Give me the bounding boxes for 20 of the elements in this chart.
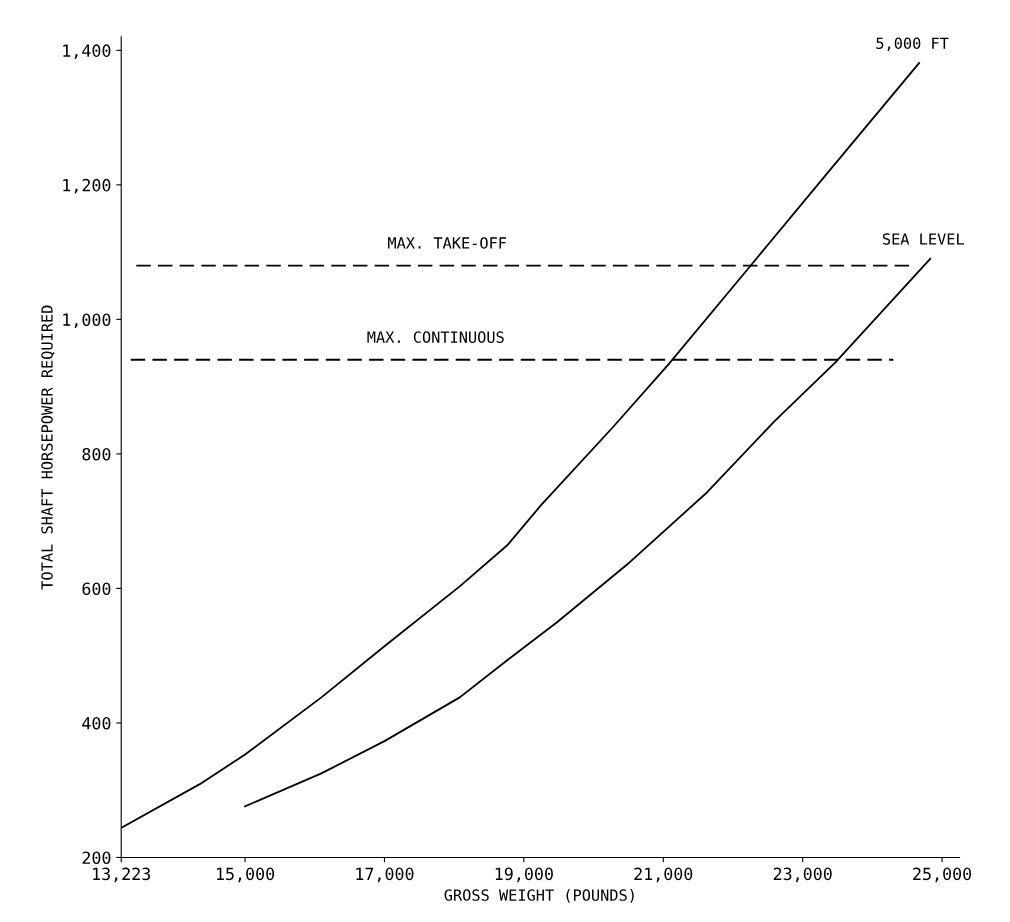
series-label: MAX. CONTINUOUS	[367, 331, 504, 343]
series-label: SEA LEVEL	[882, 233, 964, 245]
x-tick-label: 15,000	[216, 867, 275, 883]
y-tick-label: 800	[82, 447, 111, 461]
y-tick-label: 600	[82, 582, 111, 596]
series-label: 5,000 FT	[876, 37, 949, 51]
y-tick-label: 1,400	[63, 44, 111, 60]
y-tick-label: 400	[82, 716, 111, 730]
x-axis-title: GROSS WEIGHT (POUNDS)	[444, 889, 634, 903]
x-tick-label: 23,000	[773, 867, 832, 883]
y-tick-label: 200	[82, 851, 111, 865]
x-tick-label: 25,000	[913, 867, 972, 883]
y-axis-title: TOTAL SHAFT HORSEPOWER REQUIRED	[41, 305, 55, 590]
x-tick-label: 21,000	[634, 867, 693, 883]
x-tick-label: 19,000	[495, 867, 553, 883]
x-tick-label: 13,223	[93, 867, 151, 883]
x-tick-label: 17,000	[356, 867, 414, 883]
series-label: MAX. TAKE-OFF	[388, 237, 507, 249]
y-tick-label: 1,000	[63, 313, 111, 329]
y-tick-label: 1,200	[63, 178, 111, 194]
